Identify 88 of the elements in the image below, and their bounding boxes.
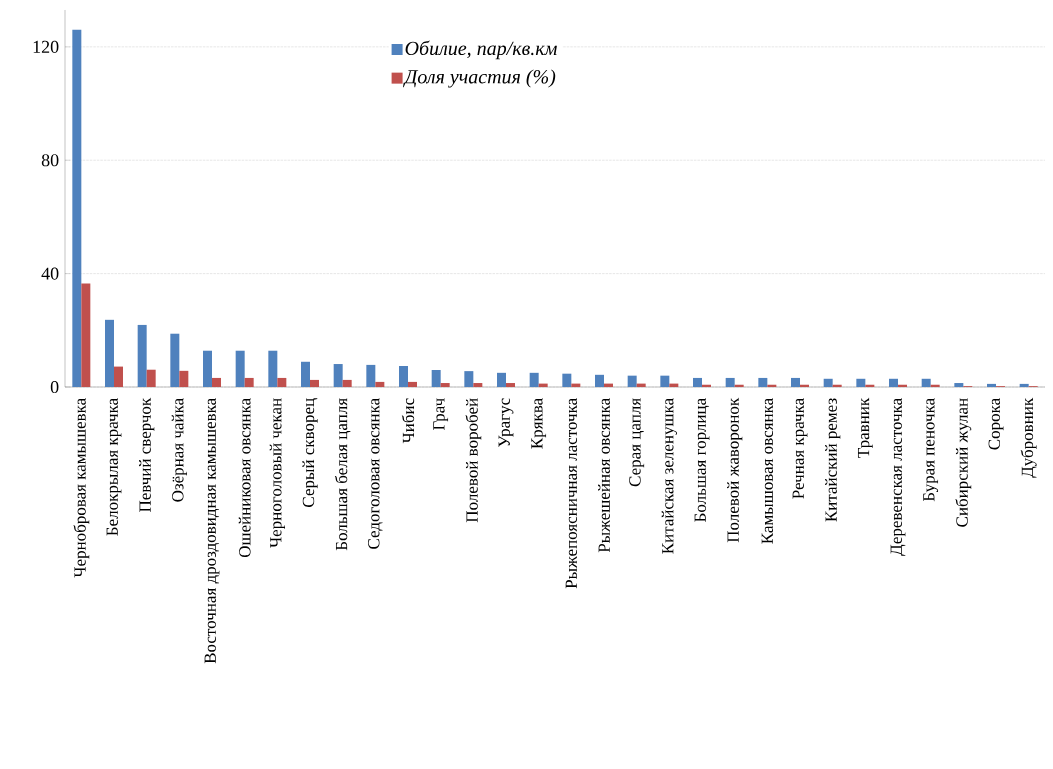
- bar: [431, 369, 441, 387]
- bar: [627, 375, 637, 387]
- x-tick-label: Дубровник: [1020, 397, 1037, 478]
- bar: [72, 29, 82, 387]
- bar: [114, 366, 123, 387]
- x-tick-label: Чибис: [401, 398, 415, 444]
- bar: [333, 364, 343, 387]
- x-tick-label: Седоголовая овсянка: [368, 398, 383, 549]
- bar: [105, 319, 114, 387]
- bar: [529, 372, 539, 387]
- x-tick-label: Травник: [857, 397, 873, 458]
- bar: [889, 378, 899, 387]
- bar: [473, 383, 483, 387]
- x-tick-label: Рыжешейная овсянка: [598, 398, 610, 553]
- x-tick-label: Черноголовый чекан: [269, 398, 285, 548]
- bar: [921, 378, 931, 387]
- bar: [146, 369, 156, 387]
- bar: [366, 364, 376, 387]
- x-tick-label: Сорока: [988, 398, 1004, 450]
- x-tick-label: Белокрылая крачка: [106, 398, 122, 536]
- x-tick-label: Речная крачка: [792, 398, 808, 499]
- bar: [791, 377, 801, 387]
- bar: [203, 350, 212, 387]
- x-tick-label: Сибирский жулан: [955, 398, 972, 527]
- x-tick-label: Урагус: [498, 398, 514, 447]
- bar: [268, 350, 278, 387]
- bar: [342, 379, 352, 387]
- x-tick-label: Бурая пеночка: [923, 398, 939, 502]
- bar: [987, 383, 997, 387]
- bar: [310, 379, 319, 387]
- x-tick-label: Грач: [433, 398, 449, 431]
- bar: [301, 361, 310, 387]
- bar: [235, 350, 245, 387]
- legend-label: Доля участия (%): [403, 69, 556, 88]
- bar: [179, 370, 189, 387]
- bar: [1019, 383, 1029, 387]
- bar: [725, 377, 735, 387]
- x-tick-label: Китайский ремез: [825, 398, 841, 522]
- bar: [832, 384, 842, 387]
- bar: [277, 377, 287, 387]
- x-tick-label: Серая цапля: [629, 398, 645, 487]
- y-tick-label: 80: [41, 154, 59, 167]
- legend-label: Обилие, пар/кв.км: [405, 40, 557, 60]
- x-tick-label: Полевой жаворонок: [727, 397, 743, 543]
- bar: [595, 374, 605, 387]
- bar: [464, 371, 474, 387]
- x-tick-label: Деревенская ласточка: [890, 398, 906, 556]
- x-tick-label: Большая горлица: [694, 398, 710, 522]
- bar: [212, 377, 221, 387]
- bar: [506, 383, 515, 387]
- bar: [856, 378, 866, 387]
- x-tick-label: Китайская зеленушка: [661, 398, 677, 554]
- bar: [81, 283, 91, 387]
- bar: [497, 372, 506, 387]
- y-tick-label: 120: [33, 40, 59, 53]
- bar: [408, 381, 417, 387]
- bar: [702, 384, 712, 387]
- bar: [399, 366, 408, 387]
- bar: [823, 378, 833, 387]
- bar: [954, 383, 964, 387]
- x-tick-label: Певчий сверчок: [139, 397, 155, 512]
- bar: [440, 383, 450, 387]
- x-tick-label: Полевой воробей: [465, 398, 482, 523]
- x-tick-label: Озёрная чайка: [171, 398, 187, 502]
- bar: [244, 377, 254, 387]
- x-tick-label: Чернобровая камышевка: [73, 398, 90, 578]
- bar: [898, 384, 908, 387]
- bar: [930, 384, 940, 387]
- x-tick-label: Ошейниковая овсянка: [238, 398, 251, 558]
- x-tick-label: Серый скворец: [302, 398, 318, 507]
- bar: [734, 384, 744, 387]
- y-tick-label: 0: [50, 380, 59, 394]
- y-tick-label: 40: [41, 267, 59, 280]
- bar: [562, 373, 572, 387]
- x-tick-label: Камышовая овсянка: [761, 398, 773, 544]
- bar: [137, 324, 147, 387]
- bar: [660, 375, 670, 387]
- bar: [865, 384, 875, 387]
- x-tick-label: Восточная дроздовидная камышевка: [204, 398, 220, 664]
- x-tick-label: Кряква: [531, 398, 547, 449]
- bar: [693, 377, 703, 387]
- x-tick-label: Большая белая цапля: [334, 398, 351, 551]
- bar: [758, 377, 768, 387]
- bar: [375, 381, 385, 387]
- bar: [170, 333, 180, 387]
- bar: [767, 384, 777, 387]
- x-tick-label: Рыжепоясничная ласточка: [565, 398, 577, 589]
- bar: [800, 384, 810, 387]
